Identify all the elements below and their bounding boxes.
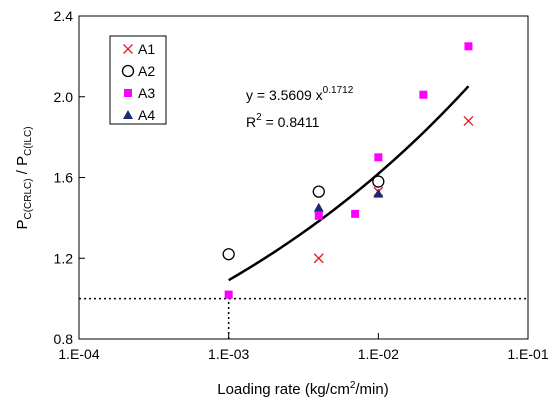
y-tick-label: 0.8 — [54, 331, 74, 347]
x-tick-label: 1.E-04 — [58, 346, 99, 362]
y-axis-title: PC(CRLC) / PC(ILC) — [14, 126, 34, 229]
x-tick-label: 1.E-02 — [358, 346, 399, 362]
point-a1 — [463, 116, 474, 126]
point-a3 — [464, 42, 473, 51]
point-a3 — [374, 153, 383, 162]
x-tick-label: 1.E-01 — [507, 346, 548, 362]
series-group — [222, 42, 474, 299]
x-axis-title: Loading rate (kg/cm2/min) — [217, 380, 388, 398]
point-a1 — [313, 253, 324, 264]
fit-curve-group — [228, 85, 470, 282]
y-axis: 0.8 1.2 1.6 2.0 2.4 — [54, 8, 85, 347]
point-a4 — [313, 202, 324, 212]
legend-marker-a4 — [123, 110, 133, 119]
y-tick-label: 1.6 — [54, 170, 74, 186]
point-a2 — [372, 175, 385, 188]
legend: A1 A2 A3 A4 — [109, 35, 167, 125]
point-a4 — [373, 188, 384, 198]
point-a3 — [419, 90, 428, 99]
fit-curve — [228, 85, 470, 282]
reference-lines — [79, 297, 528, 339]
legend-marker-a3 — [124, 89, 132, 97]
y-tick-label: 1.2 — [54, 250, 74, 266]
legend-marker-a1 — [123, 44, 133, 54]
y-tick-label: 2.0 — [54, 89, 74, 105]
x-axis: 1.E-04 1.E-03 1.E-02 1.E-01 — [58, 333, 549, 362]
fit-equation: y = 3.5609 x0.1712 — [246, 85, 354, 103]
legend-label-a2: A2 — [138, 63, 155, 79]
point-a3 — [351, 209, 360, 218]
fit-r-squared: R2 = 0.8411 — [246, 112, 320, 130]
point-a3 — [314, 211, 323, 220]
legend-label-a4: A4 — [138, 107, 155, 123]
legend-label-a3: A3 — [138, 85, 155, 101]
legend-marker-a2 — [121, 64, 135, 78]
legend-box — [109, 35, 167, 125]
point-a2 — [222, 248, 235, 261]
x-tick-label: 1.E-03 — [208, 346, 249, 362]
y-tick-label: 2.4 — [54, 8, 74, 24]
point-a3 — [224, 290, 233, 299]
legend-label-a1: A1 — [138, 41, 155, 57]
point-a2 — [312, 185, 325, 198]
